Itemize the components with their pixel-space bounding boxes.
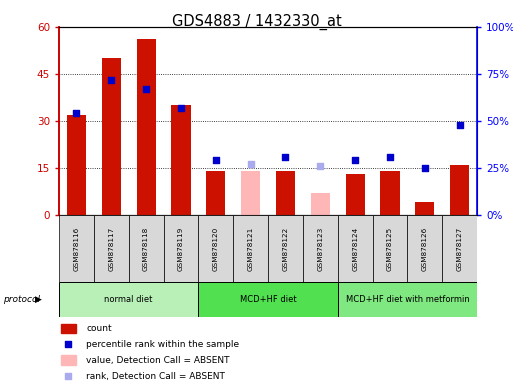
Text: GSM878116: GSM878116	[73, 227, 80, 271]
Text: GSM878118: GSM878118	[143, 227, 149, 271]
Bar	[59, 215, 94, 282]
Point	[107, 76, 115, 83]
Point	[72, 110, 81, 116]
Text: GSM878121: GSM878121	[248, 227, 253, 271]
Text: MCD+HF diet: MCD+HF diet	[240, 295, 297, 304]
Point	[281, 154, 289, 160]
Text: percentile rank within the sample: percentile rank within the sample	[86, 340, 239, 349]
Point	[386, 154, 394, 160]
Text: GDS4883 / 1432330_at: GDS4883 / 1432330_at	[172, 13, 341, 30]
Bar	[199, 282, 338, 317]
Point	[142, 86, 150, 92]
Bar	[442, 215, 477, 282]
Bar	[129, 215, 164, 282]
Text: GSM878123: GSM878123	[318, 227, 323, 271]
Bar	[381, 171, 400, 215]
Bar	[206, 171, 225, 215]
Text: GSM878124: GSM878124	[352, 227, 358, 271]
Bar	[61, 324, 76, 333]
Bar	[346, 174, 365, 215]
Point	[351, 157, 359, 164]
Bar	[268, 215, 303, 282]
Text: rank, Detection Call = ABSENT: rank, Detection Call = ABSENT	[86, 372, 225, 381]
Bar	[407, 215, 442, 282]
Point	[64, 373, 72, 379]
Bar	[102, 58, 121, 215]
Bar	[61, 356, 76, 365]
Bar	[171, 105, 190, 215]
Bar	[311, 193, 330, 215]
Point	[177, 105, 185, 111]
Point	[456, 122, 464, 128]
Bar	[67, 115, 86, 215]
Text: GSM878122: GSM878122	[283, 227, 288, 271]
Text: GSM878125: GSM878125	[387, 227, 393, 271]
Bar	[94, 215, 129, 282]
Text: GSM878120: GSM878120	[213, 227, 219, 271]
Text: value, Detection Call = ABSENT: value, Detection Call = ABSENT	[86, 356, 230, 365]
Text: MCD+HF diet with metformin: MCD+HF diet with metformin	[346, 295, 469, 304]
Text: GSM878126: GSM878126	[422, 227, 428, 271]
Point	[247, 161, 255, 167]
Bar	[338, 215, 372, 282]
Text: GSM878119: GSM878119	[178, 227, 184, 271]
Text: GSM878127: GSM878127	[457, 227, 463, 271]
Bar	[338, 282, 477, 317]
Text: normal diet: normal diet	[105, 295, 153, 304]
Bar	[164, 215, 199, 282]
Bar	[303, 215, 338, 282]
Bar	[233, 215, 268, 282]
Point	[64, 341, 72, 348]
Bar	[372, 215, 407, 282]
Text: GSM878117: GSM878117	[108, 227, 114, 271]
Point	[212, 157, 220, 164]
Text: count: count	[86, 324, 112, 333]
Bar	[415, 202, 435, 215]
Bar	[450, 165, 469, 215]
Text: ▶: ▶	[35, 295, 42, 304]
Bar	[59, 282, 199, 317]
Bar	[241, 171, 260, 215]
Text: protocol: protocol	[3, 295, 40, 304]
Point	[421, 165, 429, 171]
Bar	[199, 215, 233, 282]
Bar	[276, 171, 295, 215]
Bar	[136, 40, 155, 215]
Point	[316, 163, 324, 169]
